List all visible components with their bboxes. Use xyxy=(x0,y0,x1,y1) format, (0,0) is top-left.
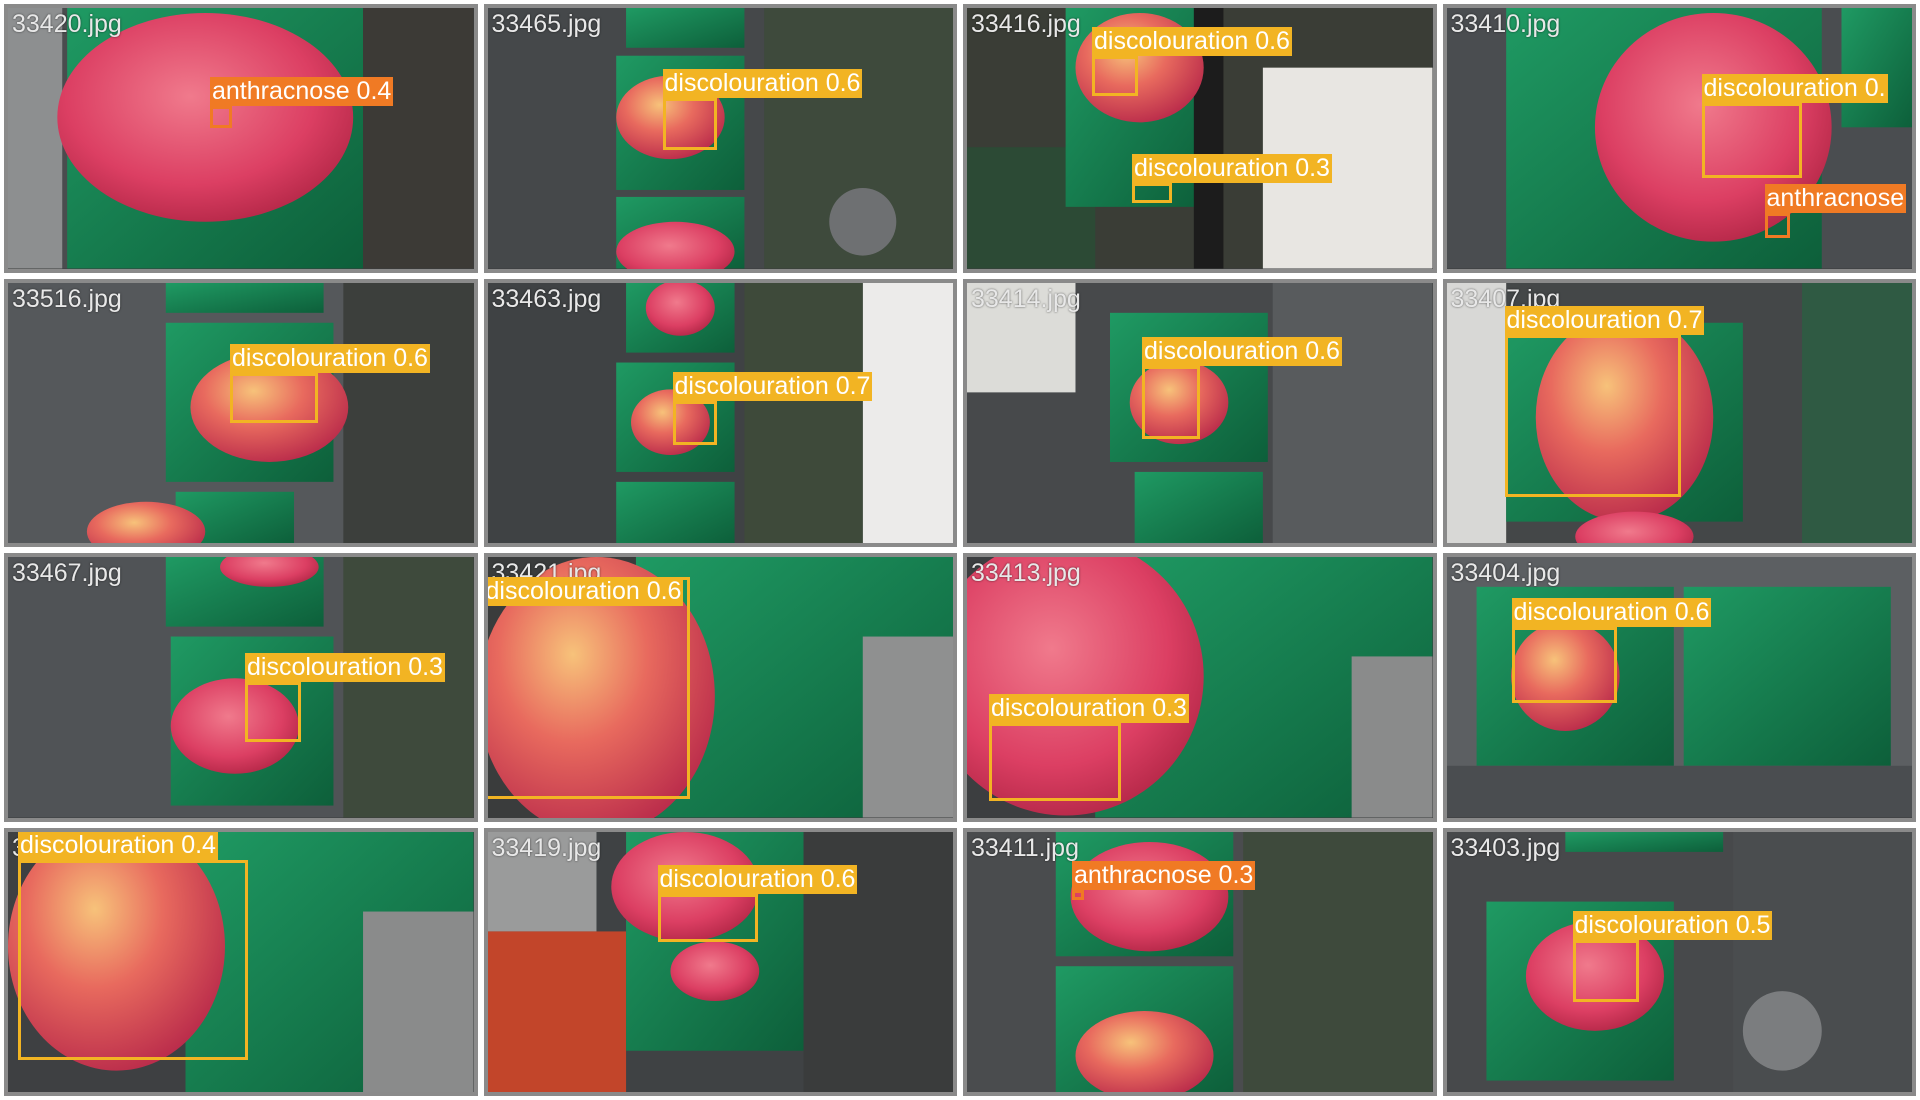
bounding-box xyxy=(1572,939,1639,1002)
bounding-box xyxy=(672,400,717,445)
detection-discolouration[interactable]: discolouration 0.6 xyxy=(662,69,863,150)
image-tile[interactable]: 33420.jpg anthracnose 0.4 xyxy=(4,4,478,273)
tile-filename: 33414.jpg xyxy=(971,284,1081,313)
bounding-box xyxy=(1504,334,1681,497)
mango-scene-image xyxy=(487,282,953,543)
image-tile[interactable]: 33403.jpg discolouration 0.5 xyxy=(1442,827,1916,1096)
detection-discolouration[interactable]: discolouration 0.6 xyxy=(230,343,430,423)
tile-filename: 33419.jpg xyxy=(491,833,602,862)
detection-label: discolouration 0.6 xyxy=(1092,27,1292,56)
mango-scene-image xyxy=(8,557,474,818)
image-tile[interactable]: 33465.jpg discolouration 0.6 xyxy=(483,4,957,273)
tile-filename: 33516.jpg xyxy=(12,284,122,313)
image-tile[interactable]: 33421.jpg discolouration 0.6 xyxy=(483,553,957,822)
tile-filename: 33467.jpg xyxy=(12,559,122,587)
mango-scene-image xyxy=(967,557,1433,818)
mango-scene-image xyxy=(1446,8,1912,269)
image-tile[interactable]: 33419.jpg discolouration 0.6 xyxy=(483,827,957,1096)
mango-scene-image xyxy=(8,8,474,269)
bounding-box xyxy=(662,98,717,150)
detection-label: discolouration 0.6 xyxy=(1142,336,1342,366)
mango-scene-image xyxy=(487,8,953,269)
detection-anthracnose[interactable]: anthracnose 0.3 xyxy=(1072,860,1256,900)
detection-discolouration[interactable]: discolouration 0. xyxy=(1701,74,1888,178)
detection-label: anthracnose 0.3 xyxy=(1072,860,1256,890)
bounding-box xyxy=(1092,56,1138,96)
detection-discolouration[interactable]: discolouration 0.5 xyxy=(1572,910,1773,1002)
image-tile[interactable]: 33410.jpg discolouration 0. anthracnose xyxy=(1442,4,1916,273)
image-tile[interactable]: 33416.jpg discolouration 0.6 discolourat… xyxy=(963,4,1437,273)
image-tile[interactable]: 33467.jpg discolouration 0.3 xyxy=(4,553,478,822)
detection-discolouration[interactable]: discolouration 0.6 xyxy=(1142,336,1342,439)
image-tile[interactable]: 33516.jpg discolouration 0.6 xyxy=(4,278,478,547)
image-tile[interactable]: 33407.jpg discolouration 0.7 xyxy=(1442,278,1916,547)
detection-discolouration[interactable]: discolouration 0.7 xyxy=(1504,305,1705,497)
detection-label: anthracnose 0.4 xyxy=(210,77,394,106)
detection-label: discolouration 0.3 xyxy=(1132,154,1332,183)
tile-filename: 33420.jpg xyxy=(12,10,122,38)
detection-discolouration[interactable]: discolouration 0.6 xyxy=(657,864,858,942)
detection-label: discolouration 0.3 xyxy=(245,653,445,682)
detection-label: discolouration 0.6 xyxy=(485,577,684,606)
image-tile[interactable]: 33413.jpg discolouration 0.3 xyxy=(963,553,1437,822)
detection-label: discolouration 0.5 xyxy=(1572,910,1773,940)
tile-filename: 33411.jpg xyxy=(971,833,1079,862)
tile-filename: 33404.jpg xyxy=(1450,559,1561,587)
tile-filename: 33463.jpg xyxy=(491,284,602,313)
bounding-box xyxy=(1142,365,1200,439)
mango-scene-image xyxy=(967,8,1433,269)
detection-label: discolouration 0. xyxy=(1701,74,1888,103)
tile-filename: 33416.jpg xyxy=(971,10,1081,38)
detection-label: discolouration 0.6 xyxy=(1511,598,1712,627)
detection-label: discolouration 0.6 xyxy=(657,864,858,894)
bounding-box xyxy=(18,859,248,1060)
detection-discolouration[interactable]: discolouration 0.6 xyxy=(1511,598,1712,703)
bounding-box xyxy=(989,723,1121,801)
detection-label: anthracnose xyxy=(1764,184,1907,213)
detection-label: discolouration 0.4 xyxy=(18,830,218,860)
detection-label: discolouration 0.7 xyxy=(1504,305,1705,335)
bounding-box xyxy=(1701,103,1802,178)
bounding-box xyxy=(1072,889,1084,900)
image-tile[interactable]: 33404.jpg discolouration 0.6 xyxy=(1442,553,1916,822)
detection-label: discolouration 0.6 xyxy=(230,343,430,373)
mango-scene-image xyxy=(8,282,474,543)
image-tile[interactable]: 33414.jpg discolouration 0.6 xyxy=(963,278,1437,547)
image-tile[interactable]: 33412.jpg discolouration 0.4 xyxy=(4,827,478,1096)
tile-filename: 33413.jpg xyxy=(971,559,1081,587)
detection-label: discolouration 0.7 xyxy=(672,371,873,401)
mango-scene-image xyxy=(1446,831,1912,1092)
mango-scene-image xyxy=(8,831,474,1092)
detection-anthracnose[interactable]: anthracnose xyxy=(1764,184,1907,238)
tile-filename: 33410.jpg xyxy=(1450,10,1561,38)
detection-discolouration[interactable]: discolouration 0.3 xyxy=(989,694,1189,801)
tile-filename: 33403.jpg xyxy=(1450,833,1561,862)
bounding-box xyxy=(230,372,318,423)
bounding-box xyxy=(1764,213,1790,238)
bounding-box xyxy=(1132,183,1172,203)
detection-discolouration[interactable]: discolouration 0.3 xyxy=(245,653,445,742)
detection-discolouration[interactable]: discolouration 0.7 xyxy=(672,371,873,445)
detection-anthracnose[interactable]: anthracnose 0.4 xyxy=(210,77,394,128)
bounding-box xyxy=(210,106,232,128)
detection-label: discolouration 0.6 xyxy=(662,69,863,98)
detection-label: discolouration 0.3 xyxy=(989,694,1189,723)
mango-scene-image xyxy=(967,831,1433,1092)
image-tile[interactable]: 33411.jpg anthracnose 0.3 xyxy=(963,827,1437,1096)
tile-filename: 33465.jpg xyxy=(491,10,602,38)
image-tile[interactable]: 33463.jpg discolouration 0.7 xyxy=(483,278,957,547)
bounding-box xyxy=(487,577,690,799)
detection-discolouration[interactable]: discolouration 0.3 xyxy=(1132,154,1332,203)
detection-discolouration[interactable]: discolouration 0.4 xyxy=(18,831,248,1060)
bounding-box xyxy=(1511,627,1617,703)
bounding-box xyxy=(245,682,301,742)
bounding-box xyxy=(657,893,758,942)
detection-discolouration[interactable]: discolouration 0.6 xyxy=(1092,27,1292,96)
detection-discolouration[interactable]: discolouration 0.6 xyxy=(485,577,690,799)
